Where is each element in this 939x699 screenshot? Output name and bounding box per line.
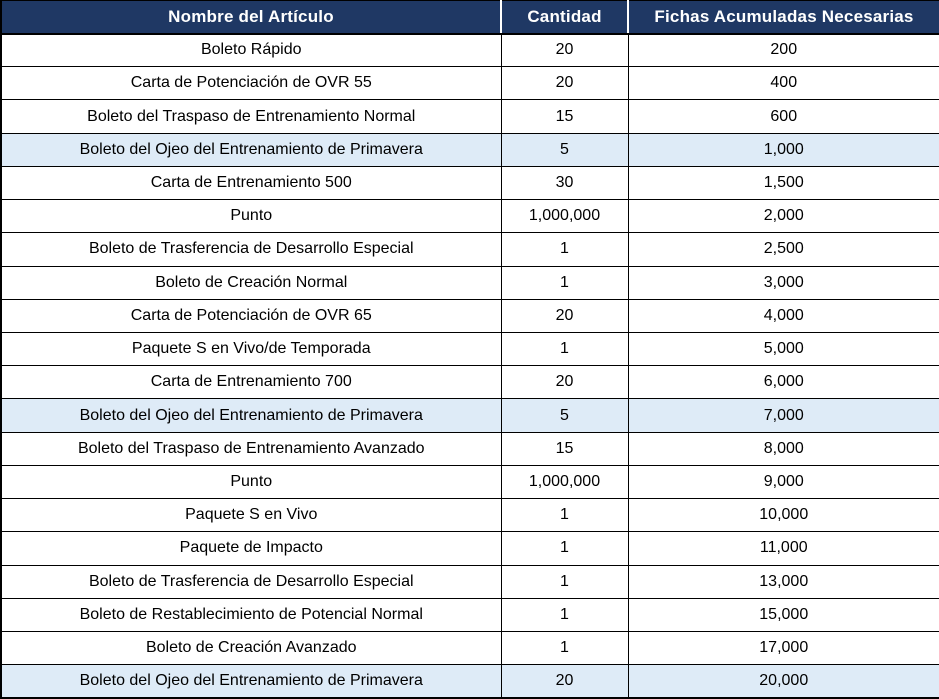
- table-row: Boleto de Creación Avanzado 1 17,000: [0, 630, 939, 666]
- cantidad-cell: 5: [500, 398, 629, 433]
- cantidad-cell: 20: [500, 66, 629, 101]
- column-header-cantidad: Cantidad: [501, 0, 629, 35]
- table-row: Boleto Rápido 20 200: [0, 32, 939, 68]
- item-name-cell: Paquete S en Vivo: [0, 498, 502, 533]
- cantidad-cell: 1: [500, 232, 629, 267]
- header-row: Nombre del Artículo Cantidad Fichas Acum…: [1, 0, 939, 35]
- cantidad-cell: 1: [500, 531, 629, 566]
- fichas-cell: 7,000: [627, 398, 939, 433]
- cantidad-cell: 20: [500, 298, 629, 333]
- item-name-cell: Boleto de Creación Normal: [0, 265, 502, 300]
- table-row: Boleto del Traspaso de Entrenamiento Ava…: [0, 431, 939, 466]
- item-name-cell: Boleto de Restablecimiento de Potencial …: [0, 597, 502, 632]
- fichas-cell: 11,000: [627, 531, 939, 566]
- fichas-cell: 5,000: [627, 331, 939, 367]
- table-row: Carta de Potenciación de OVR 55 20 400: [0, 66, 939, 101]
- table-row: Boleto de Creación Normal 1 3,000: [0, 265, 939, 300]
- item-name-cell: Boleto de Creación Avanzado: [0, 630, 502, 666]
- table-row: Carta de Entrenamiento 700 20 6,000: [0, 365, 939, 400]
- table-row: Boleto de Restablecimiento de Potencial …: [0, 597, 939, 632]
- table-row: Paquete de Impacto 1 11,000: [0, 531, 939, 566]
- cantidad-cell: 15: [500, 431, 629, 466]
- cantidad-cell: 20: [500, 664, 629, 699]
- cantidad-cell: 1: [500, 564, 629, 599]
- item-name-cell: Boleto Rápido: [0, 32, 502, 68]
- fichas-cell: 400: [627, 66, 939, 101]
- item-name-cell: Punto: [0, 464, 502, 500]
- table-row: Carta de Potenciación de OVR 65 20 4,000: [0, 298, 939, 333]
- fichas-cell: 20,000: [627, 664, 939, 699]
- table-row: Boleto de Trasferencia de Desarrollo Esp…: [0, 564, 939, 599]
- fichas-cell: 200: [627, 32, 939, 68]
- fichas-cell: 600: [627, 99, 939, 134]
- cantidad-cell: 1: [500, 498, 629, 533]
- cantidad-cell: 5: [500, 132, 629, 167]
- cantidad-cell: 1,000,000: [500, 199, 629, 234]
- fichas-cell: 6,000: [627, 365, 939, 400]
- cantidad-cell: 1: [500, 265, 629, 300]
- item-name-cell: Carta de Potenciación de OVR 65: [0, 298, 502, 333]
- table-row: Boleto del Ojeo del Entrenamiento de Pri…: [0, 664, 939, 699]
- table-row: Punto 1,000,000 9,000: [0, 464, 939, 500]
- cantidad-cell: 1: [500, 597, 629, 632]
- fichas-cell: 13,000: [627, 564, 939, 599]
- column-header-nombre: Nombre del Artículo: [1, 0, 502, 35]
- item-name-cell: Boleto del Traspaso de Entrenamiento Nor…: [0, 99, 502, 134]
- cantidad-cell: 20: [500, 365, 629, 400]
- cantidad-cell: 15: [500, 99, 629, 134]
- table-row: Boleto del Traspaso de Entrenamiento Nor…: [0, 99, 939, 134]
- table-row: Boleto del Ojeo del Entrenamiento de Pri…: [0, 132, 939, 167]
- fichas-cell: 1,500: [627, 165, 939, 201]
- cantidad-cell: 1,000,000: [500, 464, 629, 500]
- item-name-cell: Boleto del Ojeo del Entrenamiento de Pri…: [0, 398, 502, 433]
- item-name-cell: Punto: [0, 199, 502, 234]
- table-row: Carta de Entrenamiento 500 30 1,500: [0, 165, 939, 201]
- item-name-cell: Boleto del Ojeo del Entrenamiento de Pri…: [0, 132, 502, 167]
- table-header: Nombre del Artículo Cantidad Fichas Acum…: [1, 0, 939, 35]
- item-name-cell: Carta de Entrenamiento 700: [0, 365, 502, 400]
- cantidad-cell: 20: [500, 32, 629, 68]
- fichas-cell: 2,500: [627, 232, 939, 267]
- table-row: Boleto de Trasferencia de Desarrollo Esp…: [0, 232, 939, 267]
- fichas-cell: 2,000: [627, 199, 939, 234]
- table-row: Boleto del Ojeo del Entrenamiento de Pri…: [0, 398, 939, 433]
- fichas-cell: 17,000: [627, 630, 939, 666]
- table-row: Paquete S en Vivo/de Temporada 1 5,000: [0, 331, 939, 367]
- fichas-cell: 3,000: [627, 265, 939, 300]
- item-name-cell: Boleto del Ojeo del Entrenamiento de Pri…: [0, 664, 502, 699]
- cantidad-cell: 1: [500, 630, 629, 666]
- table-row: Punto 1,000,000 2,000: [0, 199, 939, 234]
- item-name-cell: Boleto de Trasferencia de Desarrollo Esp…: [0, 232, 502, 267]
- item-name-cell: Boleto del Traspaso de Entrenamiento Ava…: [0, 431, 502, 466]
- item-name-cell: Carta de Potenciación de OVR 55: [0, 66, 502, 101]
- table-body: Boleto Rápido 20 200 Carta de Potenciación …: [0, 32, 939, 699]
- item-name-cell: Paquete de Impacto: [0, 531, 502, 566]
- item-name-cell: Boleto de Trasferencia de Desarrollo Esp…: [0, 564, 502, 599]
- cantidad-cell: 30: [500, 165, 629, 201]
- table-row: Paquete S en Vivo 1 10,000: [0, 498, 939, 533]
- fichas-cell: 15,000: [627, 597, 939, 632]
- column-header-fichas: Fichas Acumuladas Necesarias: [628, 0, 939, 35]
- item-name-cell: Paquete S en Vivo/de Temporada: [0, 331, 502, 367]
- fichas-cell: 4,000: [627, 298, 939, 333]
- fichas-cell: 9,000: [627, 464, 939, 500]
- fichas-cell: 1,000: [627, 132, 939, 167]
- item-name-cell: Carta de Entrenamiento 500: [0, 165, 502, 201]
- fichas-cell: 10,000: [627, 498, 939, 533]
- cantidad-cell: 1: [500, 331, 629, 367]
- fichas-cell: 8,000: [627, 431, 939, 466]
